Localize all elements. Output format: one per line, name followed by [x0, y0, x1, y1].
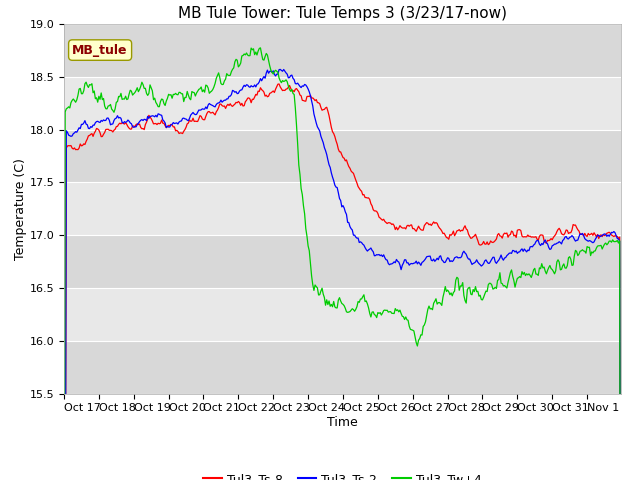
Tul3_Tw+4: [567, 256, 575, 262]
Title: MB Tule Tower: Tule Temps 3 (3/23/17-now): MB Tule Tower: Tule Temps 3 (3/23/17-now…: [178, 6, 507, 22]
Tul3_Ts-8: [296, 92, 304, 98]
Tul3_Ts-8: [275, 81, 283, 87]
Legend: Tul3_Ts-8, Tul3_Ts-2, Tul3_Tw+4: Tul3_Ts-8, Tul3_Ts-2, Tul3_Tw+4: [198, 468, 487, 480]
Tul3_Ts-2: [470, 260, 478, 266]
Line: Tul3_Ts-8: Tul3_Ts-8: [64, 84, 621, 480]
Tul3_Tw+4: [373, 315, 381, 321]
Text: MB_tule: MB_tule: [72, 44, 128, 57]
Tul3_Ts-2: [567, 234, 575, 240]
Y-axis label: Temperature (C): Temperature (C): [13, 158, 27, 260]
Tul3_Ts-2: [373, 252, 381, 257]
Tul3_Ts-8: [567, 230, 575, 236]
Bar: [64, 130, 621, 182]
Tul3_Ts-2: [399, 260, 407, 266]
Line: Tul3_Tw+4: Tul3_Tw+4: [64, 48, 621, 480]
Tul3_Ts-8: [373, 208, 381, 214]
Tul3_Tw+4: [257, 45, 264, 51]
Bar: [64, 24, 621, 77]
Tul3_Ts-8: [399, 225, 407, 231]
Bar: [64, 182, 621, 235]
Bar: [64, 235, 621, 288]
Tul3_Ts-2: [234, 91, 241, 96]
Tul3_Tw+4: [399, 314, 407, 320]
Bar: [64, 288, 621, 341]
Tul3_Tw+4: [296, 171, 304, 177]
Line: Tul3_Ts-2: Tul3_Ts-2: [64, 70, 621, 480]
Bar: [64, 77, 621, 130]
Bar: [64, 341, 621, 394]
Tul3_Tw+4: [470, 289, 478, 295]
Tul3_Tw+4: [234, 57, 241, 63]
Tul3_Ts-2: [276, 67, 284, 72]
Tul3_Ts-8: [234, 100, 241, 106]
X-axis label: Time: Time: [327, 416, 358, 429]
Tul3_Ts-2: [296, 84, 304, 89]
Tul3_Ts-8: [470, 233, 478, 239]
